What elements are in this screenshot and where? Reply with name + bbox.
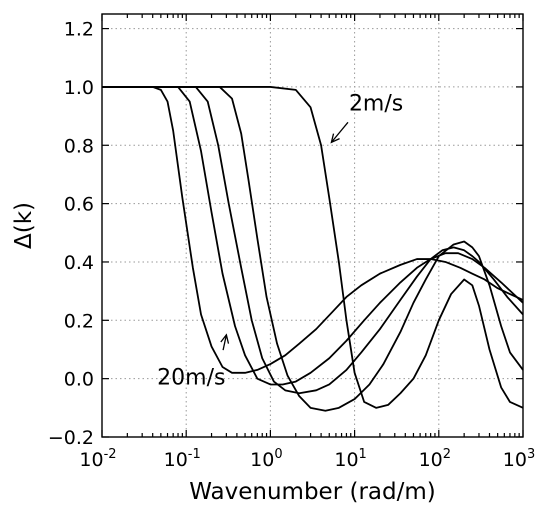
y-tick-label: 0.0 [64,369,94,391]
series-line-5 [102,86,524,374]
annotation-arrowhead [220,333,230,344]
series-line-3 [102,86,524,395]
plot-frame [101,13,524,438]
series-group [102,86,524,412]
annotation-label: 2m/s [349,91,403,116]
x-tick-label: 101 [334,447,366,471]
y-tick-label: 0.8 [64,135,94,157]
y-tick-label: 0.6 [64,194,94,216]
ticks: 10-2 10-1 100 101 102 103 −0.2 0.0 0.2 0.4 0.6 0.8 1… [48,14,535,471]
y-tick-label: 1.0 [64,77,94,99]
series-line-2 [102,86,524,412]
x-axis-label: Wavenumber (rad/m) [189,479,435,505]
y-axis-label: Δ(k) [11,202,37,249]
x-tick-label: 103 [503,447,535,471]
y-tick-label: 1.2 [64,19,94,41]
annotation-arrow [222,334,228,351]
annotation-arrowhead [330,133,340,144]
annotation-label: 20m/s [157,365,225,390]
x-tick-label: 102 [419,447,451,471]
series-line-4 [102,86,524,386]
y-tick-label: 0.4 [64,252,94,274]
series-line-1 [102,86,524,409]
annotation-arrow [330,121,349,143]
y-tick-label: −0.2 [48,427,94,449]
x-tick-label: 100 [250,447,282,471]
x-tick-label: 10-1 [164,447,201,471]
x-tick-label: 10-2 [79,447,116,471]
annotations: 2m/s 20m/s [157,91,403,390]
y-tick-label: 0.2 [64,310,94,332]
